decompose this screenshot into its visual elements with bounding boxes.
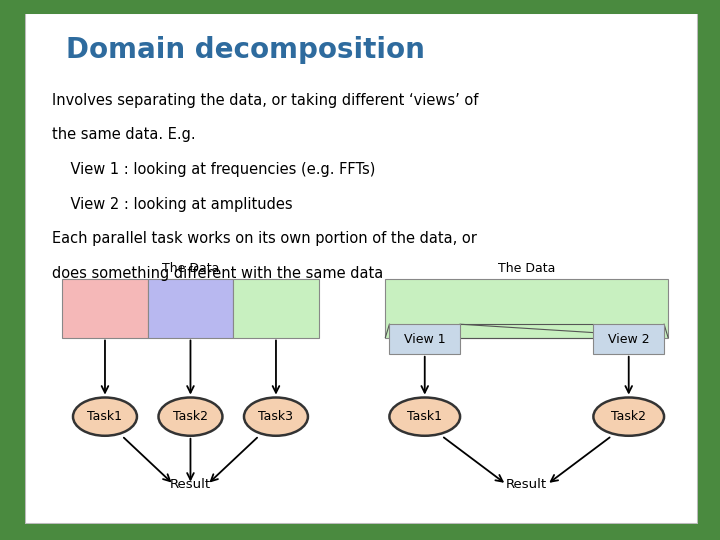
Text: Result: Result — [170, 478, 211, 491]
Text: Task2: Task2 — [611, 410, 647, 423]
Text: Each parallel task works on its own portion of the data, or: Each parallel task works on its own port… — [52, 232, 477, 246]
Bar — [233, 279, 319, 338]
Text: View 1 : looking at frequencies (e.g. FFTs): View 1 : looking at frequencies (e.g. FF… — [52, 162, 376, 177]
Bar — [593, 324, 664, 354]
Text: View 2: View 2 — [608, 333, 649, 346]
Text: Domain decomposition: Domain decomposition — [66, 37, 425, 64]
Text: the same data. E.g.: the same data. E.g. — [52, 127, 196, 143]
Text: Task1: Task1 — [408, 410, 442, 423]
Bar — [148, 279, 233, 338]
Bar — [385, 279, 668, 338]
Text: View 2 : looking at amplitudes: View 2 : looking at amplitudes — [52, 197, 293, 212]
Bar — [390, 324, 460, 354]
Text: does something different with the same data: does something different with the same d… — [52, 266, 383, 281]
Ellipse shape — [244, 397, 308, 436]
Text: Task2: Task2 — [173, 410, 208, 423]
Ellipse shape — [593, 397, 664, 436]
Ellipse shape — [73, 397, 137, 436]
Text: The Data: The Data — [498, 262, 555, 275]
Ellipse shape — [390, 397, 460, 436]
Ellipse shape — [158, 397, 222, 436]
Text: Task3: Task3 — [258, 410, 294, 423]
Bar — [62, 279, 148, 338]
Text: The Data: The Data — [162, 262, 219, 275]
Text: Involves separating the data, or taking different ‘views’ of: Involves separating the data, or taking … — [52, 92, 479, 107]
Text: Task1: Task1 — [87, 410, 122, 423]
Text: View 1: View 1 — [404, 333, 446, 346]
Text: Result: Result — [506, 478, 547, 491]
